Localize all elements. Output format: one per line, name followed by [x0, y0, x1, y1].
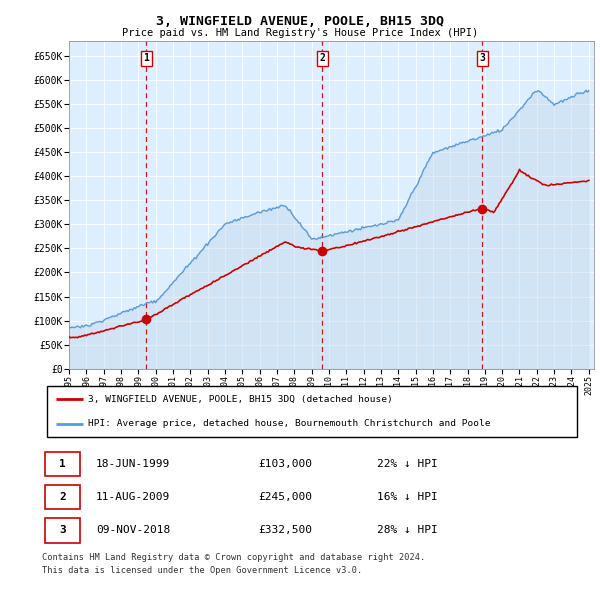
Text: 1: 1 [143, 53, 149, 63]
Text: £332,500: £332,500 [258, 525, 312, 535]
Text: 09-NOV-2018: 09-NOV-2018 [96, 525, 170, 535]
Text: 18-JUN-1999: 18-JUN-1999 [96, 459, 170, 469]
Text: 3, WINGFIELD AVENUE, POOLE, BH15 3DQ: 3, WINGFIELD AVENUE, POOLE, BH15 3DQ [156, 15, 444, 28]
FancyBboxPatch shape [45, 518, 80, 543]
FancyBboxPatch shape [45, 485, 80, 510]
Text: £103,000: £103,000 [258, 459, 312, 469]
Text: This data is licensed under the Open Government Licence v3.0.: This data is licensed under the Open Gov… [42, 566, 362, 575]
Text: Contains HM Land Registry data © Crown copyright and database right 2024.: Contains HM Land Registry data © Crown c… [42, 553, 425, 562]
Text: 22% ↓ HPI: 22% ↓ HPI [377, 459, 437, 469]
Text: 28% ↓ HPI: 28% ↓ HPI [377, 525, 437, 535]
Text: HPI: Average price, detached house, Bournemouth Christchurch and Poole: HPI: Average price, detached house, Bour… [88, 419, 490, 428]
Text: 2: 2 [59, 492, 65, 502]
FancyBboxPatch shape [45, 452, 80, 477]
Text: 2: 2 [319, 53, 325, 63]
Text: Price paid vs. HM Land Registry's House Price Index (HPI): Price paid vs. HM Land Registry's House … [122, 28, 478, 38]
Text: 3, WINGFIELD AVENUE, POOLE, BH15 3DQ (detached house): 3, WINGFIELD AVENUE, POOLE, BH15 3DQ (de… [88, 395, 392, 404]
Text: 1: 1 [59, 459, 65, 469]
FancyBboxPatch shape [47, 386, 577, 437]
Text: 16% ↓ HPI: 16% ↓ HPI [377, 492, 437, 502]
Text: £245,000: £245,000 [258, 492, 312, 502]
Text: 3: 3 [59, 525, 65, 535]
Text: 3: 3 [479, 53, 485, 63]
Text: 11-AUG-2009: 11-AUG-2009 [96, 492, 170, 502]
